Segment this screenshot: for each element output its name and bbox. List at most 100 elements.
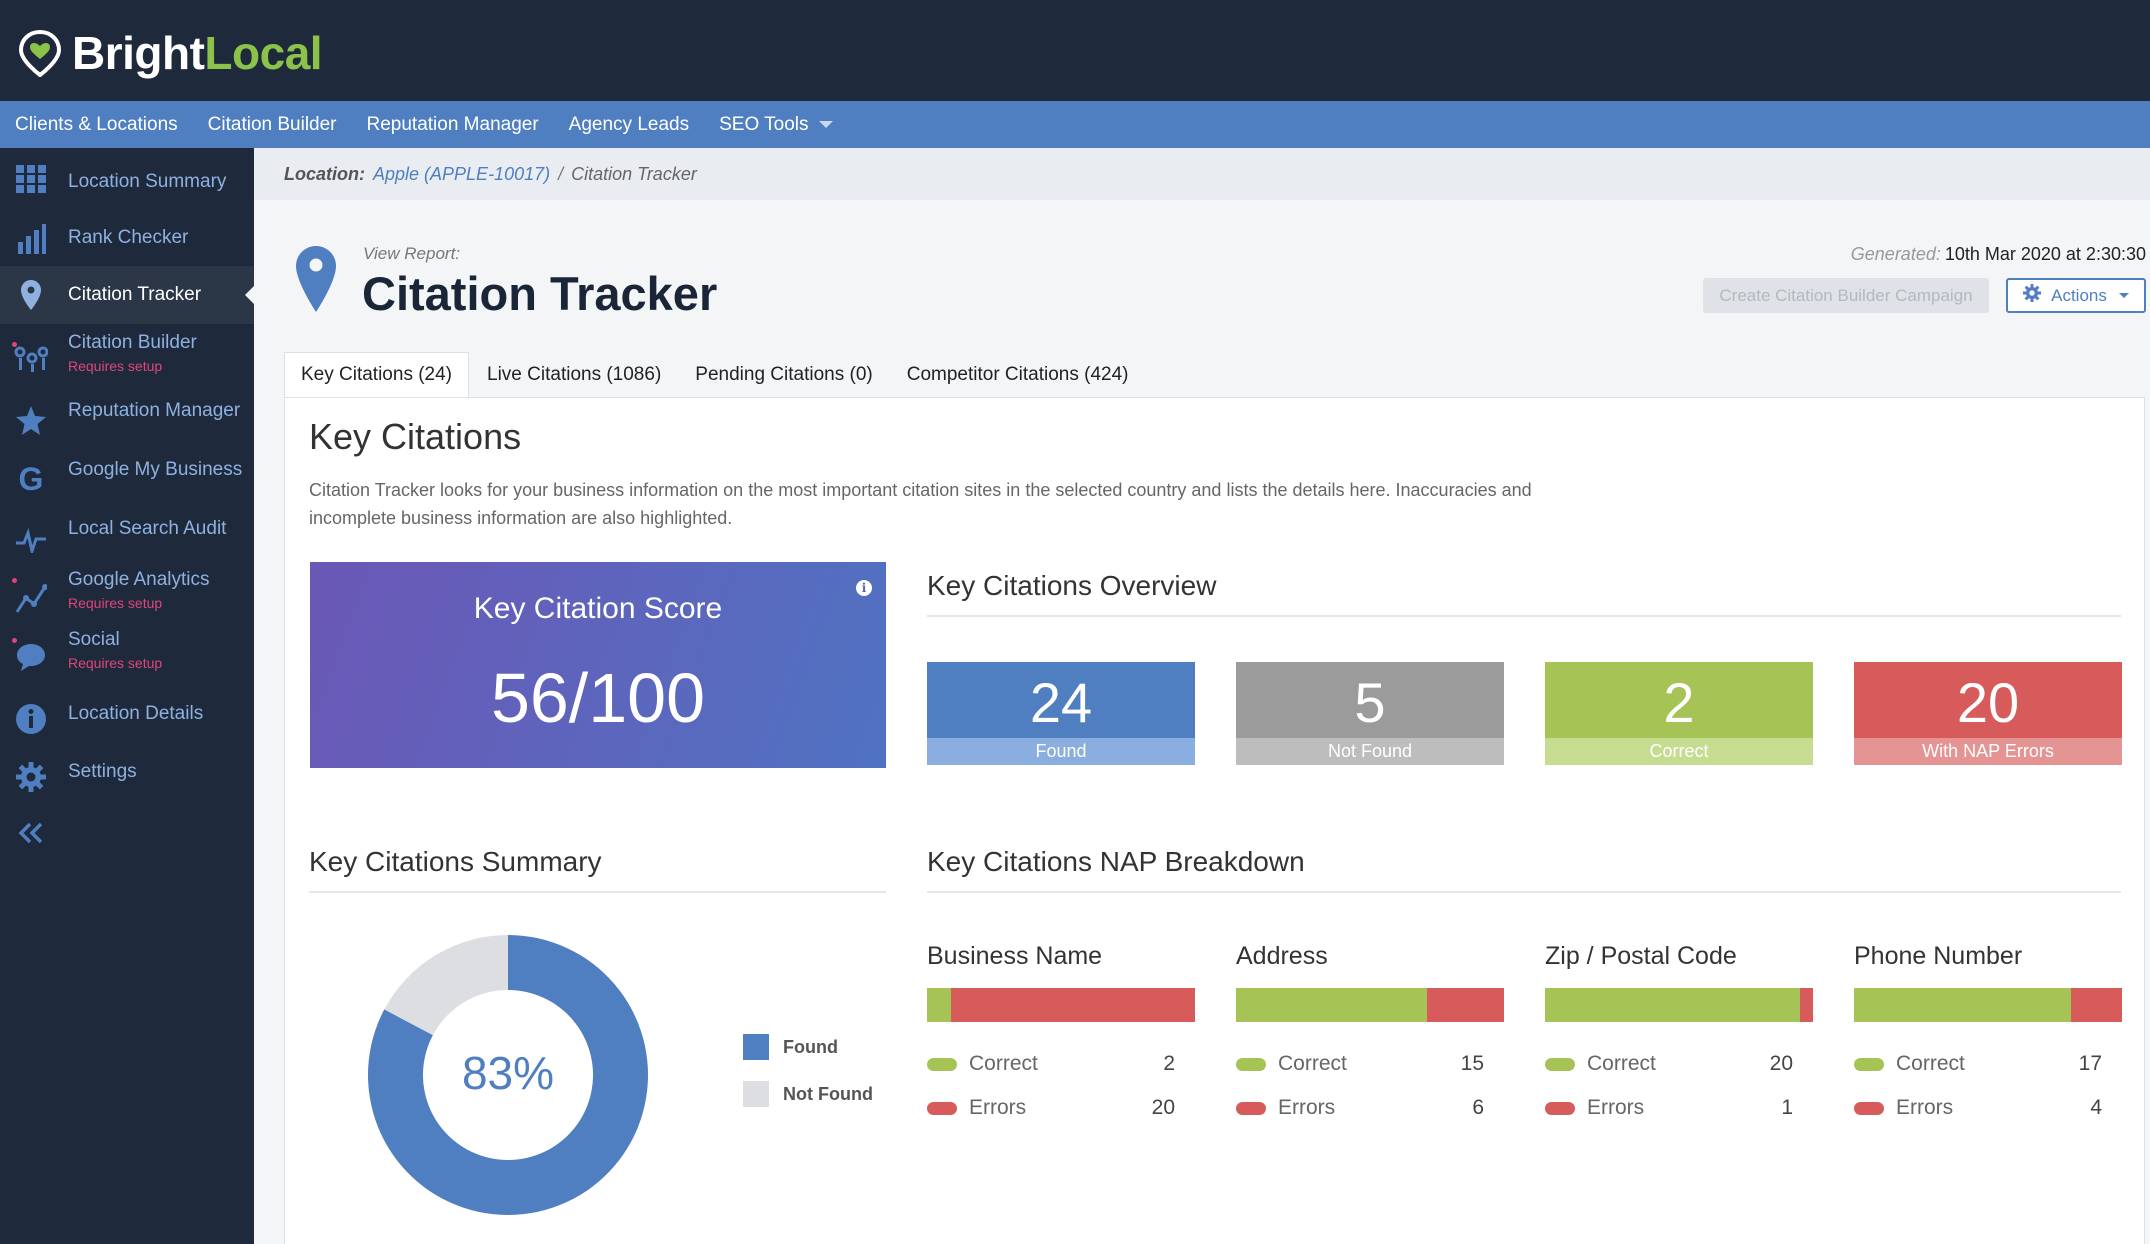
gear-icon — [14, 760, 48, 794]
errors-pill — [1236, 1101, 1266, 1115]
divider — [927, 891, 2121, 893]
nap-errors-row: Errors 6 — [1236, 1096, 1484, 1120]
nav-seo-tools[interactable]: SEO Tools — [704, 101, 847, 148]
info-icon[interactable]: i — [856, 580, 872, 596]
info-icon — [14, 702, 48, 736]
requires-setup-note: Requires setup — [68, 655, 163, 671]
tab-key-citations[interactable]: Key Citations (24) — [284, 352, 470, 398]
breadcrumb-label: Location: — [284, 163, 365, 184]
bar-chart-icon — [14, 222, 48, 256]
stat-label: Correct — [1545, 738, 1813, 765]
nap-progress-bar[interactable] — [1854, 988, 2122, 1022]
nap-errors-row: Errors 20 — [927, 1096, 1175, 1120]
nav-clients-locations[interactable]: Clients & Locations — [15, 113, 178, 135]
breadcrumb-current: Citation Tracker — [571, 163, 697, 184]
nap-progress-bar[interactable] — [1545, 988, 1813, 1022]
sidebar-item-label: Google Analytics — [68, 569, 210, 590]
errors-pill — [1545, 1101, 1575, 1115]
nap-row-count: 20 — [1151, 1096, 1175, 1119]
sidebar-item-label: Location Details — [68, 703, 204, 724]
stat-not-found[interactable]: 5 Not Found — [1236, 662, 1504, 765]
correct-pill — [1854, 1057, 1884, 1071]
stat-nap-errors[interactable]: 20 With NAP Errors — [1854, 662, 2122, 765]
alert-dot — [12, 638, 17, 643]
donut-slice-not-found[interactable] — [384, 935, 508, 1036]
sidebar-item-label: Citation Builder — [68, 332, 197, 353]
nap-progress-bar[interactable] — [927, 988, 1195, 1022]
create-citation-builder-campaign-button[interactable]: Create Citation Builder Campaign — [1703, 278, 1989, 313]
key-citation-score-card: Key Citation Score 56/100 i — [310, 562, 886, 768]
stat-label: Found — [927, 738, 1195, 765]
active-indicator — [245, 286, 254, 304]
nav-agency-leads[interactable]: Agency Leads — [568, 113, 690, 135]
logo-text: BrightLocal — [72, 27, 323, 79]
nap-row-count: 6 — [1472, 1096, 1484, 1119]
actions-button-label: Actions — [2051, 285, 2107, 305]
nap-row-count: 1 — [1781, 1096, 1793, 1119]
sidebar-item-citation-tracker[interactable]: Citation Tracker — [0, 266, 254, 324]
legend-label: Found — [783, 1036, 838, 1057]
page-title: Citation Tracker — [362, 267, 718, 320]
tab-competitor-citations[interactable]: Competitor Citations (424) — [906, 364, 1129, 385]
nap-row-count: 17 — [2078, 1052, 2102, 1075]
key-citations-donut-chart — [368, 935, 648, 1215]
sidebar-item-settings[interactable]: Settings — [0, 746, 254, 804]
stat-value: 24 — [1029, 671, 1093, 734]
star-icon — [14, 404, 48, 438]
sidebar-item-google-analytics[interactable]: Google Analytics Requires setup — [0, 566, 254, 628]
chevron-down-icon — [2118, 293, 2129, 298]
nap-row-label: Errors — [1587, 1096, 1645, 1119]
nap-breakdown-heading: Key Citations NAP Breakdown — [927, 846, 1305, 877]
sidebar-item-local-search-audit[interactable]: Local Search Audit — [0, 510, 254, 568]
nap-row-count: 2 — [1163, 1052, 1175, 1075]
sidebar-item-label: Google My Business — [68, 459, 243, 480]
nap-errors-fill — [1800, 988, 1813, 1022]
brightlocal-logo[interactable]: BrightLocal — [18, 26, 323, 80]
breadcrumb-location-link[interactable]: Apple (APPLE-10017) — [373, 163, 551, 184]
sidebar-item-rank-checker[interactable]: Rank Checker — [0, 210, 254, 266]
sidebar-item-reputation-manager[interactable]: Reputation Manager — [0, 394, 254, 450]
donut-slice-found[interactable] — [368, 935, 648, 1215]
actions-button[interactable]: Actions — [2006, 278, 2146, 313]
nap-row-count: 4 — [2090, 1096, 2102, 1119]
nap-correct-row: Correct 2 — [927, 1052, 1175, 1076]
map-pin-icon — [296, 246, 336, 312]
top-header: BrightLocal — [0, 0, 2150, 101]
tab-live-citations[interactable]: Live Citations (1086) — [487, 364, 662, 385]
errors-pill — [927, 1101, 957, 1115]
sidebar-item-label: Citation Tracker — [68, 284, 202, 305]
nav-citation-builder[interactable]: Citation Builder — [207, 113, 337, 135]
nap-row-count: 15 — [1460, 1052, 1484, 1075]
nap-title: Address — [1236, 942, 1328, 970]
nap-errors-row: Errors 1 — [1545, 1096, 1793, 1120]
sidebar-item-location-details[interactable]: Location Details — [0, 688, 254, 746]
nap-correct-fill — [1236, 988, 1428, 1022]
sidebar-item-google-my-business[interactable]: G Google My Business — [0, 452, 254, 510]
sidebar-item-label: Social — [68, 629, 120, 650]
main-nav: Clients & Locations Citation Builder Rep… — [0, 101, 2150, 148]
sidebar-item-social[interactable]: Social Requires setup — [0, 626, 254, 688]
errors-pill — [1854, 1101, 1884, 1115]
breadcrumb: Location: Apple (APPLE-10017) / Citation… — [254, 148, 2150, 200]
key-citations-description: Citation Tracker looks for your business… — [309, 480, 1532, 528]
correct-pill — [927, 1057, 957, 1071]
nap-title: Business Name — [927, 942, 1103, 970]
tab-pending-citations[interactable]: Pending Citations (0) — [695, 364, 873, 385]
nap-correct-row: Correct 15 — [1236, 1052, 1484, 1076]
nap-progress-bar[interactable] — [1236, 988, 1504, 1022]
nap-title: Phone Number — [1854, 942, 2023, 970]
sidebar-item-label: Reputation Manager — [68, 400, 241, 421]
sidebar-item-citation-builder[interactable]: Citation Builder Requires setup — [0, 328, 254, 390]
stat-correct[interactable]: 2 Correct — [1545, 662, 1813, 765]
sidebar-item-label: Local Search Audit — [68, 518, 227, 539]
nap-correct-row: Correct 17 — [1854, 1052, 2102, 1076]
stat-label: With NAP Errors — [1854, 738, 2122, 765]
sidebar-item-location-summary[interactable]: Location Summary — [0, 154, 254, 204]
sidebar-collapse-button[interactable] — [0, 808, 254, 858]
stat-value: 20 — [1956, 671, 2020, 734]
map-pin-heart-icon — [18, 29, 62, 77]
stat-found[interactable]: 24 Found — [927, 662, 1195, 765]
score-title: Key Citation Score — [473, 592, 723, 625]
nav-reputation-manager[interactable]: Reputation Manager — [366, 113, 539, 135]
alert-dot — [12, 578, 17, 583]
